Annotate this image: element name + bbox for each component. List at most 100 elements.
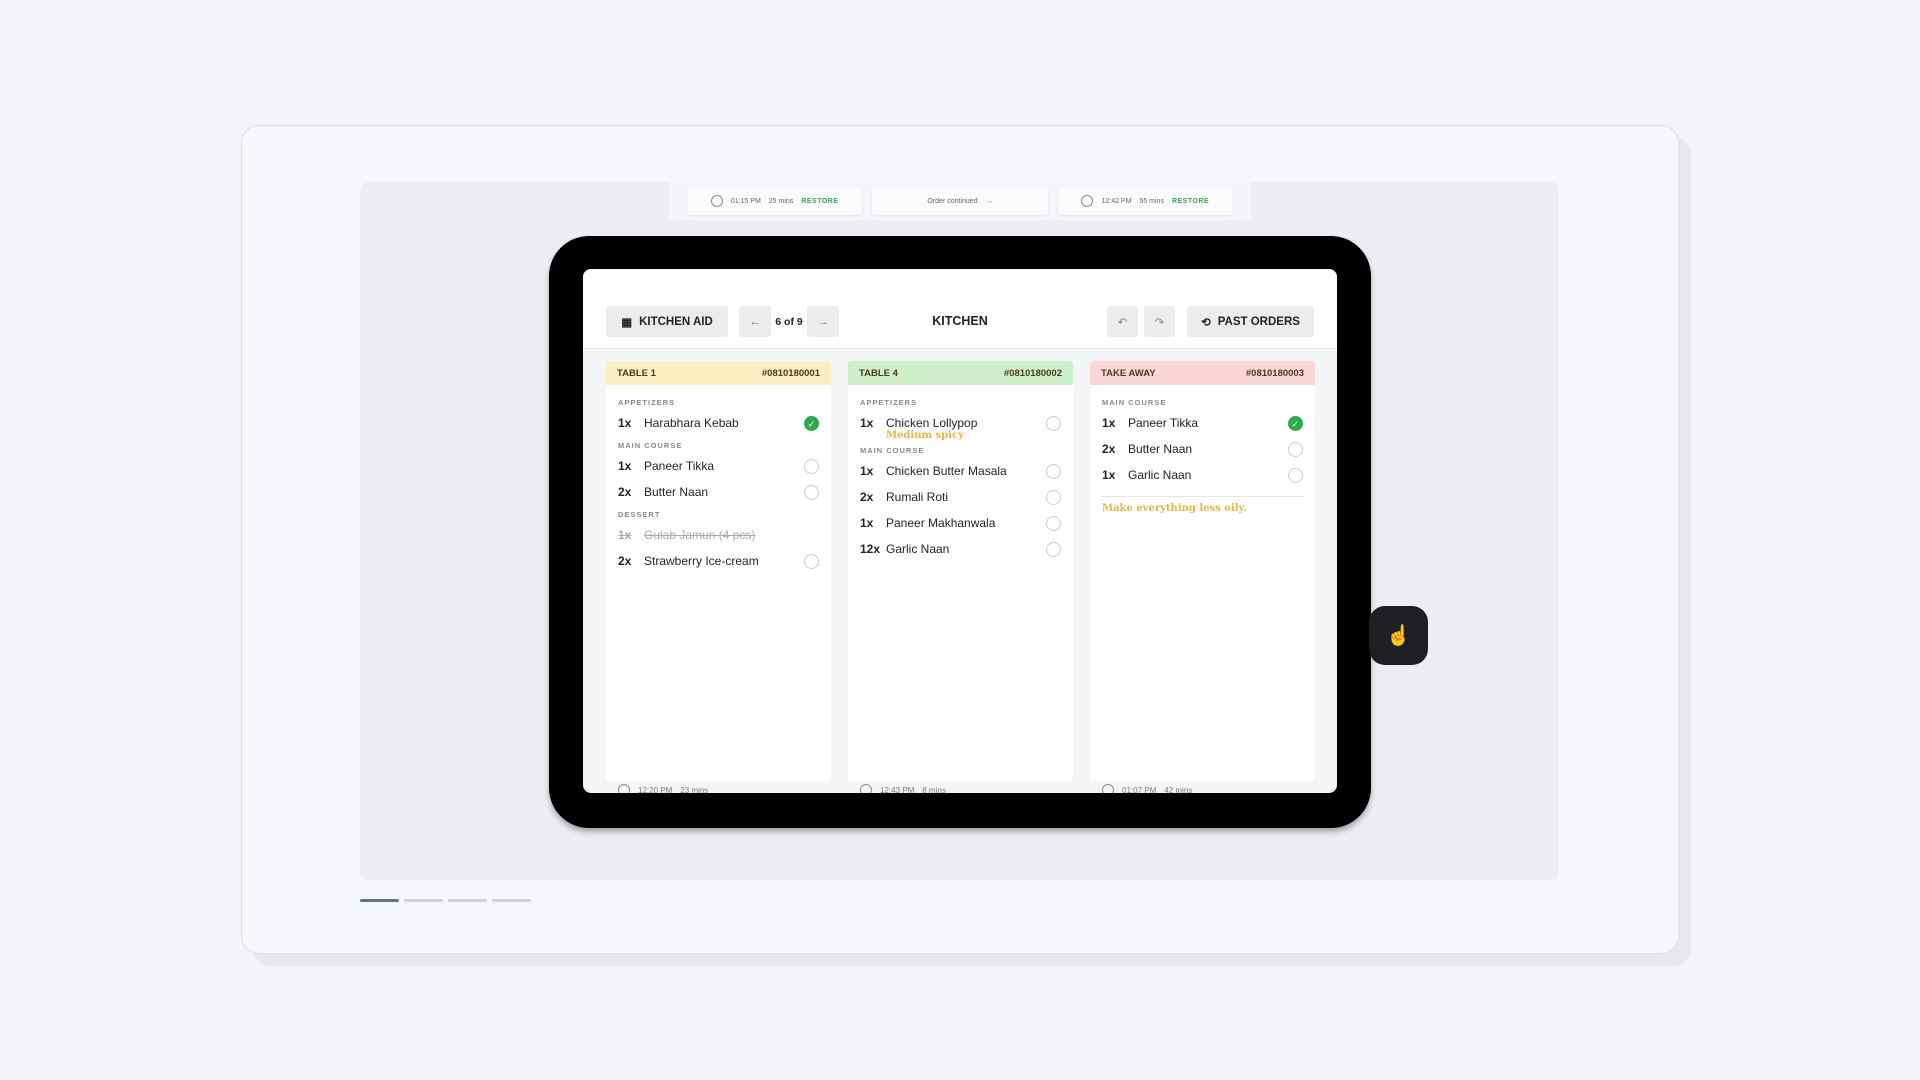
order-note: Make everything less oily. [1102, 503, 1247, 514]
progress-segment[interactable] [404, 899, 443, 902]
section-label: DESSERT [618, 510, 661, 519]
order-item[interactable]: 1x Paneer Makhanwala [860, 510, 1061, 536]
checkbox[interactable] [804, 458, 819, 474]
item-qty: 1x [860, 516, 874, 530]
order-id: #0810180001 [761, 367, 820, 379]
item-name: Butter Naan [644, 485, 709, 499]
item-qty: 1x [618, 416, 632, 430]
item-qty: 12x [860, 542, 881, 556]
item-name: Chicken Butter Masala [886, 464, 1007, 478]
undo-button[interactable]: ↶ [1107, 306, 1138, 337]
order-item[interactable]: 1x Paneer Tikka [618, 453, 819, 479]
order-duration: 42 mins [1164, 785, 1193, 794]
past-orders-button[interactable]: ⟲ PAST ORDERS [1187, 306, 1314, 337]
progress-segment[interactable] [492, 899, 531, 902]
order-item[interactable]: 2x Butter Naan [1102, 436, 1303, 462]
clock-icon [710, 195, 723, 207]
section-label: APPETIZERS [860, 398, 918, 407]
item-name: Garlic Naan [1128, 468, 1192, 482]
checkbox[interactable] [804, 484, 819, 500]
item-name: Gulab Jamun (4 pcs) [644, 528, 756, 542]
kitchen-header: ▦ KITCHEN AID ← 6 of 9 → KITCHEN ↶ ↷ ⟲ PAS… [583, 269, 1337, 349]
duration: 55 mins [1139, 197, 1164, 205]
clock-icon [618, 784, 630, 793]
time: 01:15 PM [730, 197, 761, 205]
section-label: APPETIZERS [618, 398, 676, 407]
item-name: Harabhara Kebab [644, 416, 739, 430]
strip-card: Order continued → [872, 187, 1048, 215]
progress-segment-active[interactable] [360, 899, 399, 902]
prev-button[interactable]: ← [739, 306, 771, 337]
time: 12:42 PM [1101, 197, 1132, 205]
item-qty: 2x [860, 490, 874, 504]
item-qty: 1x [1102, 416, 1116, 430]
checkbox[interactable] [1046, 415, 1061, 431]
order-item[interactable]: 2x Strawberry Ice-cream [618, 548, 819, 574]
section-label: MAIN COURSE [860, 446, 925, 455]
section-label: MAIN COURSE [1102, 398, 1167, 407]
order-item[interactable]: 12x Garlic Naan [860, 536, 1061, 562]
item-qty: 1x [860, 464, 874, 478]
redo-button[interactable]: ↷ [1144, 306, 1175, 337]
arrow-right-icon: → [985, 197, 993, 205]
item-name: Strawberry Ice-cream [644, 554, 759, 568]
kitchen-aid-label: KITCHEN AID [639, 315, 713, 328]
order-item[interactable]: 1x Harabhara Kebab ✓ [618, 410, 819, 436]
table-name: TAKE AWAY [1101, 367, 1156, 379]
order-item[interactable]: 1x Chicken Lollypop [860, 410, 1061, 436]
checkbox[interactable] [1046, 463, 1061, 479]
arrow-right-icon: → [817, 315, 829, 328]
item-name: Chicken Lollypop [886, 416, 978, 430]
checkbox[interactable] [1046, 489, 1061, 505]
item-name: Garlic Naan [886, 542, 950, 556]
item-note: Medium spicy [886, 430, 964, 441]
order-time: 12:43 PM [880, 785, 915, 794]
order-item[interactable]: 2x Rumali Roti [860, 484, 1061, 510]
order-item[interactable]: 1x Chicken Butter Masala [860, 458, 1061, 484]
order-card-header: TABLE 1 #0810180001 [606, 361, 831, 385]
order-item[interactable]: 1x Garlic Naan [1102, 462, 1303, 488]
pager: 6 of 9 [775, 315, 803, 328]
undo-icon: ↶ [1117, 316, 1128, 329]
check-icon[interactable]: ✓ [804, 415, 819, 431]
item-qty: 1x [618, 459, 632, 473]
order-time: 12:20 PM [638, 785, 673, 794]
item-qty: 2x [1102, 442, 1116, 456]
order-item[interactable]: 1x Gulab Jamun (4 pcs) [618, 522, 819, 548]
background-order-strip: 01:15 PM 25 mins RESTORE Order continued → … [669, 182, 1251, 220]
grid-icon: ▦ [621, 316, 633, 329]
item-name: Paneer Tikka [1128, 416, 1199, 430]
kitchen-aid-button[interactable]: ▦ KITCHEN AID [606, 306, 728, 337]
pointer-hand-icon[interactable]: ☝ [1369, 606, 1428, 665]
item-name: Butter Naan [1128, 442, 1193, 456]
table-name: TABLE 1 [617, 367, 656, 379]
strip-card: 01:15 PM 25 mins RESTORE [687, 187, 863, 215]
progress-segment[interactable] [448, 899, 487, 902]
item-qty: 2x [618, 554, 632, 568]
tablet-screen: ▦ KITCHEN AID ← 6 of 9 → KITCHEN ↶ ↷ ⟲ PAS… [583, 269, 1337, 793]
arrow-left-icon: ← [749, 315, 761, 328]
next-button[interactable]: → [807, 306, 839, 337]
order-footer: 12:20 PM 23 mins [618, 784, 708, 793]
item-qty: 1x [1102, 468, 1116, 482]
order-item[interactable]: 1x Paneer Tikka ✓ [1102, 410, 1303, 436]
order-duration: 23 mins [680, 785, 709, 794]
checkbox[interactable] [1288, 467, 1303, 483]
restore-button[interactable]: RESTORE [1171, 197, 1210, 205]
checkbox[interactable] [1288, 441, 1303, 457]
order-time: 01:07 PM [1122, 785, 1157, 794]
order-continued[interactable]: Order continued [927, 197, 978, 205]
item-qty: 1x [860, 416, 874, 430]
clock-icon [1081, 195, 1094, 207]
order-card-header: TABLE 4 #0810180002 [848, 361, 1073, 385]
checkbox[interactable] [1046, 515, 1061, 531]
past-orders-label: PAST ORDERS [1217, 315, 1300, 328]
checkbox[interactable] [804, 553, 819, 569]
restore-button[interactable]: RESTORE [801, 197, 839, 205]
item-qty: 1x [618, 528, 632, 542]
check-icon[interactable]: ✓ [1288, 415, 1303, 431]
item-name: Paneer Tikka [644, 459, 715, 473]
order-item[interactable]: 2x Butter Naan [618, 479, 819, 505]
checkbox[interactable] [1046, 541, 1061, 557]
strip-card: 12:42 PM 55 mins RESTORE [1057, 187, 1233, 215]
